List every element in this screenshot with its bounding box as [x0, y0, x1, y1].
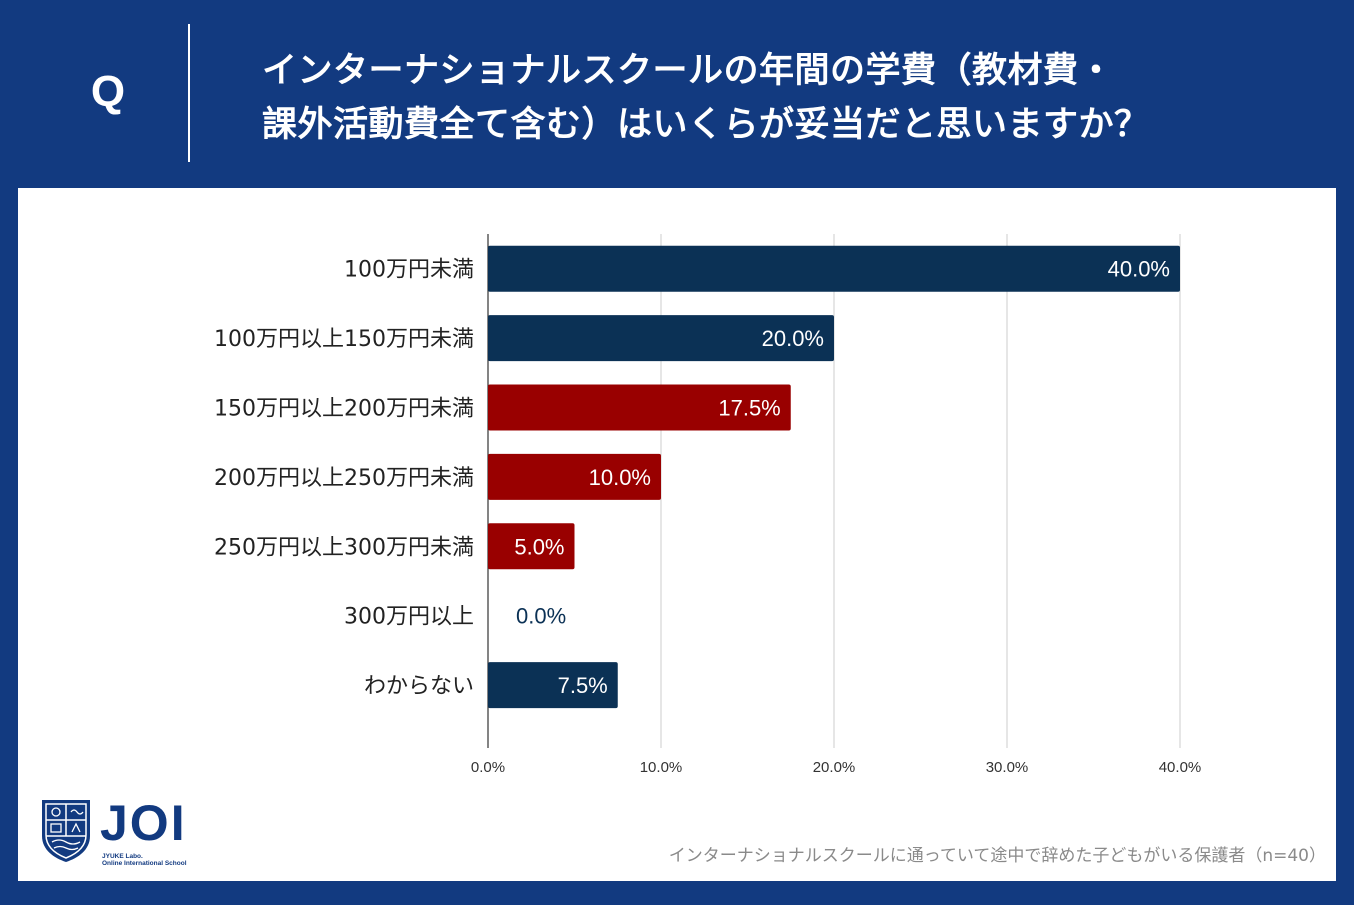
category-label: わからない	[364, 674, 474, 699]
category-label: 100万円以上150万円未満	[214, 327, 474, 352]
header-divider	[188, 24, 190, 162]
question-header: Q インターナショナルスクールの年間の学費（教材費・ 課外活動費全て含む）はいく…	[0, 0, 1354, 186]
logo-subtitle-2: Online International School	[102, 860, 187, 867]
x-tick-label: 0.0%	[471, 759, 505, 776]
joi-logo: JOI JYUKE Labo. Online International Sch…	[38, 796, 228, 870]
data-label: 40.0%	[1108, 257, 1170, 282]
data-label: 0.0%	[516, 604, 566, 629]
category-label: 300万円以上	[344, 605, 474, 630]
data-label: 7.5%	[558, 673, 608, 698]
joi-crest-icon	[42, 800, 90, 862]
bar	[488, 523, 575, 570]
bar-chart: 0.0% 10.0% 20.0% 30.0% 40.0% 100万円未満 40.0% 100万…	[214, 234, 1202, 776]
category-label: 250万円以上300万円未満	[214, 535, 474, 560]
bar	[488, 662, 618, 709]
question-line-2: 課外活動費全て含む）はいくらが妥当だと思いますか？	[262, 105, 1150, 145]
bar	[488, 245, 1180, 292]
sample-footnote: インターナショナルスクールに通っていて途中で辞めた子どもがいる保護者（n=40）	[668, 846, 1326, 866]
category-label: 150万円以上200万円未満	[214, 397, 474, 422]
bar	[488, 315, 834, 362]
x-tick-label: 20.0%	[813, 759, 856, 776]
x-tick-label: 30.0%	[986, 759, 1029, 776]
q-label: Q	[90, 67, 126, 116]
x-tick-label: 10.0%	[640, 759, 683, 776]
chart-panel: 0.0% 10.0% 20.0% 30.0% 40.0% 100万円未満 40.0% 100万…	[18, 188, 1336, 881]
category-label: 200万円以上250万円未満	[214, 466, 474, 491]
data-label: 10.0%	[589, 465, 651, 490]
x-tick-label: 40.0%	[1159, 759, 1202, 776]
category-label: 100万円未満	[344, 258, 474, 283]
data-label: 20.0%	[762, 326, 824, 351]
question-text: インターナショナルスクールの年間の学費（教材費・ 課外活動費全て含む）はいくらが…	[262, 44, 1322, 152]
question-line-1: インターナショナルスクールの年間の学費（教材費・	[262, 51, 1115, 91]
bar	[488, 453, 661, 500]
logo-wordmark: JOI	[100, 795, 187, 851]
bar	[488, 384, 791, 431]
data-label: 17.5%	[718, 396, 780, 421]
logo-subtitle-1: JYUKE Labo.	[102, 853, 143, 860]
data-label: 5.0%	[514, 534, 564, 559]
